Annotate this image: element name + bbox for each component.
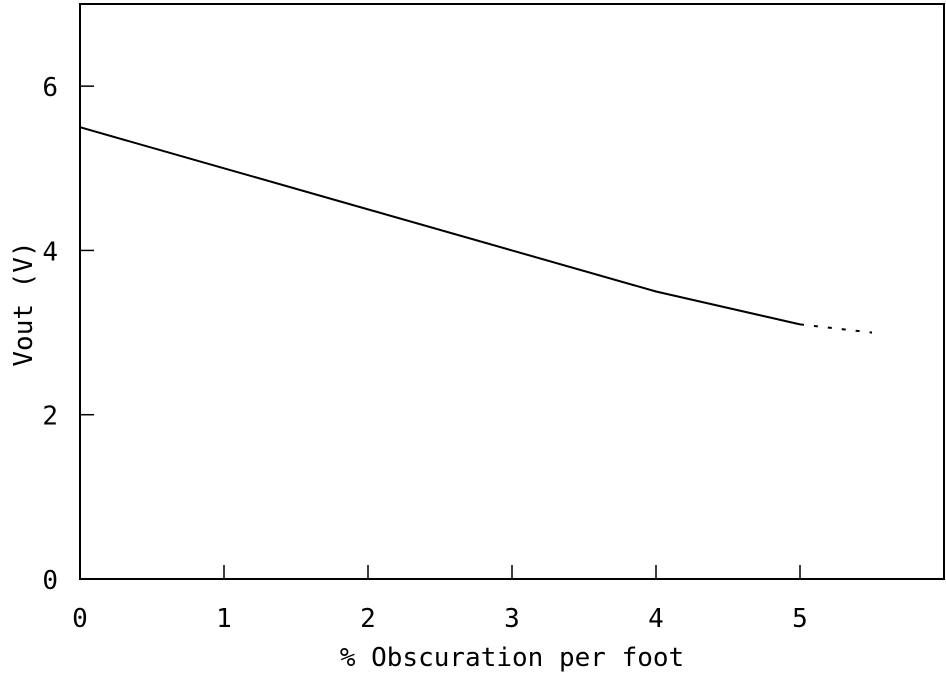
x-tick-label: 0 <box>72 604 88 634</box>
y-axis-ticks: 0 2 4 6 <box>42 73 94 596</box>
series-line <box>79 126 801 326</box>
y-axis-title: Vout (V) <box>9 241 39 366</box>
y-tick-label: 6 <box>42 73 58 103</box>
x-tick-label: 1 <box>216 604 232 634</box>
x-tick-label: 3 <box>504 604 520 634</box>
x-tick-label: 5 <box>792 604 808 634</box>
x-tick-label: 2 <box>360 604 376 634</box>
y-tick-label: 0 <box>42 566 58 596</box>
x-axis-ticks: 0 1 2 3 4 5 <box>72 565 808 634</box>
x-tick-label: 4 <box>648 604 664 634</box>
x-axis-title: % Obscuration per foot <box>340 643 684 673</box>
y-tick-label: 4 <box>42 237 58 267</box>
series-line-extrapolated <box>799 323 873 334</box>
plot-frame <box>79 3 945 580</box>
y-tick-label: 2 <box>42 402 58 432</box>
series-group <box>79 126 873 334</box>
